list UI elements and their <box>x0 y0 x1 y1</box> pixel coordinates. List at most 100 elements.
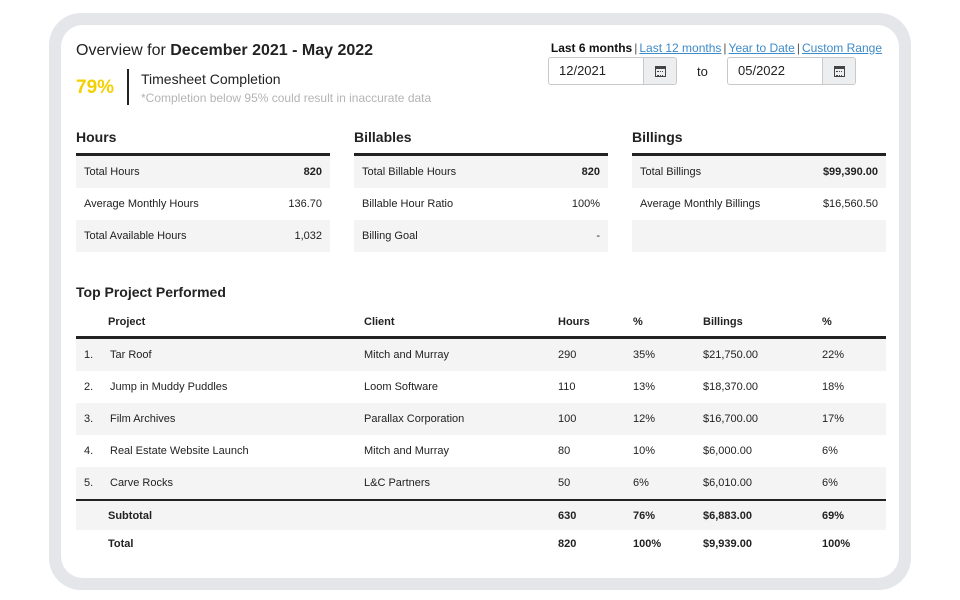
row-value: 820 <box>303 166 322 178</box>
project-billings-percent: 22% <box>822 349 845 361</box>
end-date-calendar-button[interactable] <box>822 58 855 84</box>
start-date-calendar-button[interactable] <box>643 58 676 84</box>
completion-percent: 79% <box>76 77 115 98</box>
project-name: Film Archives <box>110 413 176 425</box>
billables-row-total: Total Billable Hours 820 <box>354 156 608 188</box>
end-date-input[interactable]: 05/2022 <box>738 63 785 78</box>
row-label: Average Monthly Billings <box>640 198 761 210</box>
project-hours-percent: 35% <box>633 349 656 361</box>
subtotal-hours: 630 <box>558 509 577 522</box>
project-hours-percent: 10% <box>633 445 656 457</box>
project-billings-percent: 6% <box>822 477 838 489</box>
range-last-6-months[interactable]: Last 6 months <box>550 41 633 55</box>
billings-section-title: Billings <box>632 129 683 145</box>
row-value: 1,032 <box>294 230 322 242</box>
row-number: 5. <box>84 477 94 489</box>
range-custom[interactable]: Custom Range <box>801 41 882 55</box>
total-label: Total <box>108 538 134 550</box>
project-billings: $16,700.00 <box>703 413 759 425</box>
completion-note: *Completion below 95% could result in in… <box>141 91 432 105</box>
total-hours-percent: 100% <box>633 538 662 550</box>
billings-row-empty <box>632 220 886 252</box>
row-label: Billable Hour Ratio <box>362 198 454 210</box>
row-label: Billing Goal <box>362 230 418 242</box>
client-name: Mitch and Murray <box>364 445 449 457</box>
project-name: Carve Rocks <box>110 477 173 489</box>
completion-label: Timesheet Completion <box>141 71 281 87</box>
range-separator: | <box>796 41 800 55</box>
title-period: December 2021 - May 2022 <box>170 42 374 59</box>
range-separator: | <box>723 41 727 55</box>
hours-row-average: Average Monthly Hours 136.70 <box>76 188 330 220</box>
range-year-to-date[interactable]: Year to Date <box>728 41 795 55</box>
header-hours: Hours <box>558 316 590 328</box>
hours-row-available: Total Available Hours 1,032 <box>76 220 330 252</box>
billables-section-title: Billables <box>354 129 412 145</box>
projects-section-title: Top Project Performed <box>76 284 226 300</box>
project-billings: $6,000.00 <box>703 445 752 457</box>
row-number: 1. <box>84 349 94 361</box>
row-value: - <box>596 230 600 242</box>
subtotal-row: Subtotal 630 76% $6,883.00 69% <box>76 499 886 530</box>
row-value: $99,390.00 <box>822 166 878 178</box>
client-name: Mitch and Murray <box>364 349 449 361</box>
row-value: 100% <box>571 198 600 210</box>
row-label: Total Available Hours <box>84 230 187 242</box>
start-date-picker[interactable]: 12/2021 <box>548 57 677 85</box>
row-label: Total Hours <box>84 166 140 178</box>
header-project: Project <box>108 316 146 328</box>
end-date-picker[interactable]: 05/2022 <box>727 57 856 85</box>
project-hours: 290 <box>558 349 577 361</box>
projects-table-header: Project Client Hours % Billings % <box>76 308 886 339</box>
client-name: L&C Partners <box>364 477 431 489</box>
subtotal-billings: $6,883.00 <box>703 509 752 522</box>
billables-table: Total Billable Hours 820 Billable Hour Ra… <box>354 153 608 252</box>
header-client: Client <box>364 316 395 328</box>
project-hours: 80 <box>558 445 571 457</box>
completion-divider <box>127 69 129 105</box>
project-billings-percent: 17% <box>822 413 845 425</box>
row-value: 136.70 <box>288 198 322 210</box>
table-row: 5. Carve Rocks L&C Partners 50 6% $6,010… <box>76 467 886 499</box>
row-number: 2. <box>84 381 94 393</box>
billables-row-ratio: Billable Hour Ratio 100% <box>354 188 608 220</box>
range-last-12-months[interactable]: Last 12 months <box>639 41 722 55</box>
project-name: Real Estate Website Launch <box>110 445 249 457</box>
hours-section-title: Hours <box>76 129 117 145</box>
project-name: Jump in Muddy Puddles <box>110 381 228 393</box>
table-row: 4. Real Estate Website Launch Mitch and … <box>76 435 886 467</box>
project-hours: 100 <box>558 413 577 425</box>
page-title: Overview for December 2021 - May 2022 <box>76 42 373 60</box>
client-name: Loom Software <box>364 381 438 393</box>
project-hours-percent: 12% <box>633 413 656 425</box>
header-hours-percent: % <box>633 316 643 328</box>
projects-table: Project Client Hours % Billings % 1. Tar… <box>76 308 886 558</box>
table-row: 2. Jump in Muddy Puddles Loom Software 1… <box>76 371 886 403</box>
total-row: Total 820 100% $9,939.00 100% <box>76 530 886 558</box>
subtotal-billings-percent: 69% <box>822 509 845 522</box>
row-label: Total Billable Hours <box>362 166 457 178</box>
project-hours-percent: 13% <box>633 381 656 393</box>
row-value: 820 <box>581 166 600 178</box>
table-row: 3. Film Archives Parallax Corporation 10… <box>76 403 886 435</box>
calendar-icon <box>654 65 666 77</box>
calendar-icon <box>833 65 845 77</box>
row-label: Average Monthly Hours <box>84 198 199 210</box>
project-billings: $6,010.00 <box>703 477 752 489</box>
project-name: Tar Roof <box>110 349 152 361</box>
subtotal-label: Subtotal <box>108 509 152 522</box>
project-hours-percent: 6% <box>633 477 649 489</box>
project-billings-percent: 6% <box>822 445 838 457</box>
start-date-input[interactable]: 12/2021 <box>559 63 606 78</box>
project-billings: $18,370.00 <box>703 381 759 393</box>
billings-table: Total Billings $99,390.00 Average Monthly… <box>632 153 886 252</box>
billables-row-goal: Billing Goal - <box>354 220 608 252</box>
range-selector: Last 6 months | Last 12 months | Year to Dat… <box>551 41 882 55</box>
row-label: Total Billings <box>640 166 702 178</box>
billings-row-total: Total Billings $99,390.00 <box>632 156 886 188</box>
total-billings: $9,939.00 <box>703 538 752 550</box>
project-billings: $21,750.00 <box>703 349 759 361</box>
total-hours: 820 <box>558 538 577 550</box>
subtotal-hours-percent: 76% <box>633 509 656 522</box>
header-billings: Billings <box>703 316 743 328</box>
